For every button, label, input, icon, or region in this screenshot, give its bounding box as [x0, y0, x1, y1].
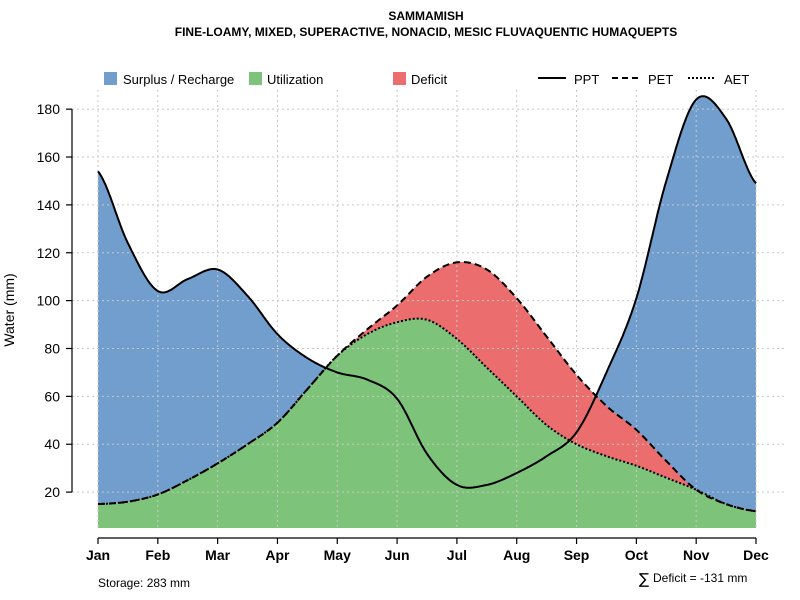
x-tick-label: Jun: [385, 547, 410, 563]
deficit-sum-icon: ∑: [639, 570, 649, 588]
legend-label-surplus: Surplus / Recharge: [123, 72, 234, 87]
legend-swatch-utilization: [249, 72, 262, 85]
y-tick-label: 40: [44, 436, 60, 452]
x-tick-label: Jul: [447, 547, 467, 563]
y-tick-label: 180: [37, 101, 61, 117]
legend-swatch-surplus: [104, 72, 117, 85]
chart-title: SAMMAMISH: [388, 9, 463, 23]
x-tick-label: Sep: [564, 547, 590, 563]
x-tick-label: Apr: [265, 547, 290, 563]
x-tick-label: Nov: [683, 547, 710, 563]
y-tick-label: 160: [37, 149, 61, 165]
y-axis-title: Water (mm): [1, 273, 17, 346]
series-line-aet: [97, 317, 757, 513]
legend-swatch-deficit: [393, 72, 406, 85]
storage-note: Storage: 283 mm: [98, 576, 190, 590]
legend-label-pet: PET: [648, 72, 673, 87]
fill-utilization: [98, 318, 756, 528]
series-line-ppt: [97, 95, 757, 489]
y-tick-label: 140: [37, 197, 61, 213]
plot-area: 20 40 60 80 100 120 140 160 180 Jan Feb Mar Apr May Ju…: [37, 90, 786, 563]
y-tick-label: 80: [44, 340, 60, 356]
deficit-note: Deficit = -131 mm: [653, 571, 747, 585]
y-tick-label: 100: [37, 293, 61, 309]
x-tick-label: Aug: [503, 547, 530, 563]
y-tick-label: 60: [44, 388, 60, 404]
legend-label-ppt: PPT: [574, 72, 599, 87]
x-tick-label: Dec: [743, 547, 769, 563]
legend-label-utilization: Utilization: [267, 72, 323, 87]
chart-subtitle: FINE-LOAMY, MIXED, SUPERACTIVE, NONACID,…: [175, 25, 677, 39]
fill-surplus-overlay: [98, 96, 756, 512]
x-tick-label: Feb: [145, 547, 170, 563]
y-tick-label: 120: [37, 245, 61, 261]
legend-label-deficit: Deficit: [411, 72, 448, 87]
y-tick-label: 20: [44, 484, 60, 500]
legend-label-aet: AET: [724, 72, 749, 87]
x-tick-label: Jan: [86, 547, 110, 563]
legend: Surplus / Recharge Utilization Deficit P…: [104, 72, 749, 87]
x-tick-label: Oct: [625, 547, 649, 563]
x-tick-label: Mar: [205, 547, 230, 563]
x-tick-label: May: [324, 547, 351, 563]
